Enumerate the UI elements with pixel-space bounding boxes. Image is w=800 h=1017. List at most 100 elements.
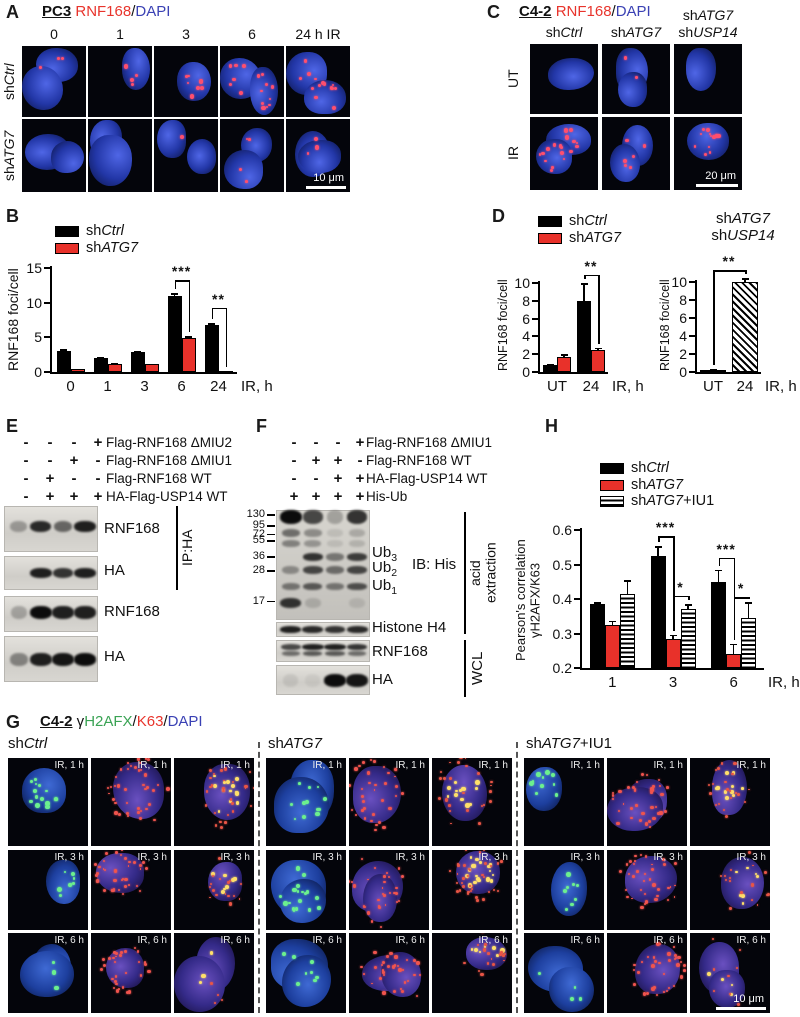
text-part: sh bbox=[716, 210, 732, 227]
sig-bracket bbox=[673, 595, 688, 598]
cell-nucleus bbox=[177, 61, 211, 101]
focus-dot bbox=[541, 151, 545, 156]
focus-dot bbox=[729, 992, 734, 997]
focus-dot bbox=[570, 997, 574, 1002]
y-tick-label: 0.6 bbox=[552, 522, 572, 538]
focus-dot bbox=[565, 885, 570, 890]
bar bbox=[700, 369, 726, 372]
focus-dot bbox=[669, 885, 672, 888]
focus-dot bbox=[147, 970, 151, 974]
focus-dot bbox=[741, 787, 744, 790]
micrograph bbox=[530, 44, 598, 114]
focus-dot bbox=[114, 870, 118, 874]
x-tick-label: UT bbox=[547, 378, 567, 395]
focus-dot bbox=[232, 894, 235, 897]
focus-dot bbox=[475, 896, 479, 900]
focus-dot bbox=[317, 807, 322, 812]
condition-mark: - bbox=[47, 434, 53, 451]
focus-dot bbox=[139, 974, 143, 977]
focus-dot bbox=[631, 897, 633, 900]
x-tick-label: 6 bbox=[177, 378, 186, 395]
y-tick-label: 5 bbox=[34, 329, 42, 346]
panel-e-label: E bbox=[6, 416, 19, 436]
focus-dot bbox=[679, 960, 682, 964]
micrograph: IR, 3 h bbox=[266, 850, 346, 930]
y-tick-label: 8 bbox=[522, 292, 530, 309]
focus-dot bbox=[209, 769, 213, 773]
focus-dot bbox=[717, 134, 721, 138]
focus-dot bbox=[470, 864, 475, 869]
focus-dot bbox=[754, 872, 758, 876]
focus-dot bbox=[535, 772, 541, 777]
focus-dot bbox=[235, 801, 240, 805]
protein-band bbox=[347, 583, 367, 591]
focus-dot bbox=[393, 768, 397, 772]
y-tick-label: 0.3 bbox=[552, 625, 572, 642]
focus-dot bbox=[469, 856, 473, 859]
focus-dot bbox=[491, 962, 495, 966]
micrograph bbox=[674, 44, 742, 114]
protein-band bbox=[302, 553, 324, 562]
focus-dot bbox=[395, 886, 398, 889]
bar bbox=[589, 604, 605, 668]
text-part: Ub bbox=[372, 544, 392, 561]
error-bar-cap bbox=[148, 363, 155, 366]
text-part: +IU1 bbox=[579, 735, 613, 752]
focus-dot bbox=[701, 127, 706, 132]
focus-dot bbox=[39, 66, 42, 69]
focus-dot bbox=[446, 795, 450, 798]
focus-dot bbox=[69, 883, 73, 886]
legend-swatch bbox=[600, 463, 624, 474]
y-tick bbox=[574, 598, 581, 600]
sig-bracket bbox=[188, 280, 190, 333]
legend-label: shCtrl bbox=[569, 213, 607, 229]
focus-dot bbox=[641, 960, 643, 963]
focus-dot bbox=[457, 760, 461, 764]
focus-dot bbox=[479, 860, 482, 864]
cell-nucleus bbox=[282, 954, 331, 1007]
image-time-label: IR, 1 h bbox=[478, 760, 508, 771]
focus-dot bbox=[223, 887, 226, 891]
focus-dot bbox=[210, 783, 214, 787]
focus-dot bbox=[264, 82, 269, 86]
bar bbox=[650, 555, 666, 668]
panel-g-label: G bbox=[6, 712, 21, 732]
legend-label: shATG7 bbox=[569, 230, 621, 246]
focus-dot bbox=[302, 801, 307, 805]
text-part: sh bbox=[610, 24, 626, 40]
cell-nucleus bbox=[50, 140, 85, 174]
focus-dot bbox=[234, 791, 240, 796]
error-bar-cap bbox=[594, 347, 602, 350]
group-label-shatg7: shATG7 bbox=[268, 735, 322, 752]
focus-dot bbox=[478, 822, 482, 825]
focus-dot bbox=[629, 859, 633, 863]
focus-dot bbox=[125, 811, 130, 815]
focus-dot bbox=[541, 776, 545, 779]
sig-bracket bbox=[713, 270, 745, 272]
focus-dot bbox=[477, 878, 481, 883]
x-axis-unit: IR, h bbox=[241, 378, 273, 395]
panel-d-label: D bbox=[492, 206, 505, 226]
e-blot-ha-input bbox=[4, 636, 98, 682]
focus-dot bbox=[709, 792, 713, 796]
focus-dot bbox=[626, 785, 630, 789]
protein-band bbox=[326, 510, 344, 525]
focus-dot bbox=[490, 780, 493, 784]
text-part: PC3 bbox=[42, 3, 72, 20]
focus-dot bbox=[439, 776, 443, 781]
focus-dot bbox=[487, 864, 491, 869]
focus-dot bbox=[228, 82, 232, 86]
focus-dot bbox=[677, 955, 681, 960]
cell-nucleus bbox=[121, 48, 150, 91]
focus-dot bbox=[654, 806, 657, 809]
y-tick bbox=[532, 299, 539, 302]
legend-swatch bbox=[600, 496, 624, 507]
focus-dot bbox=[457, 864, 460, 867]
focus-dot bbox=[642, 880, 645, 883]
cell-nucleus bbox=[156, 120, 186, 159]
focus-dot bbox=[397, 867, 401, 871]
focus-dot bbox=[166, 787, 170, 791]
focus-dot bbox=[574, 898, 577, 901]
focus-dot bbox=[455, 889, 460, 893]
focus-dot bbox=[382, 974, 385, 977]
